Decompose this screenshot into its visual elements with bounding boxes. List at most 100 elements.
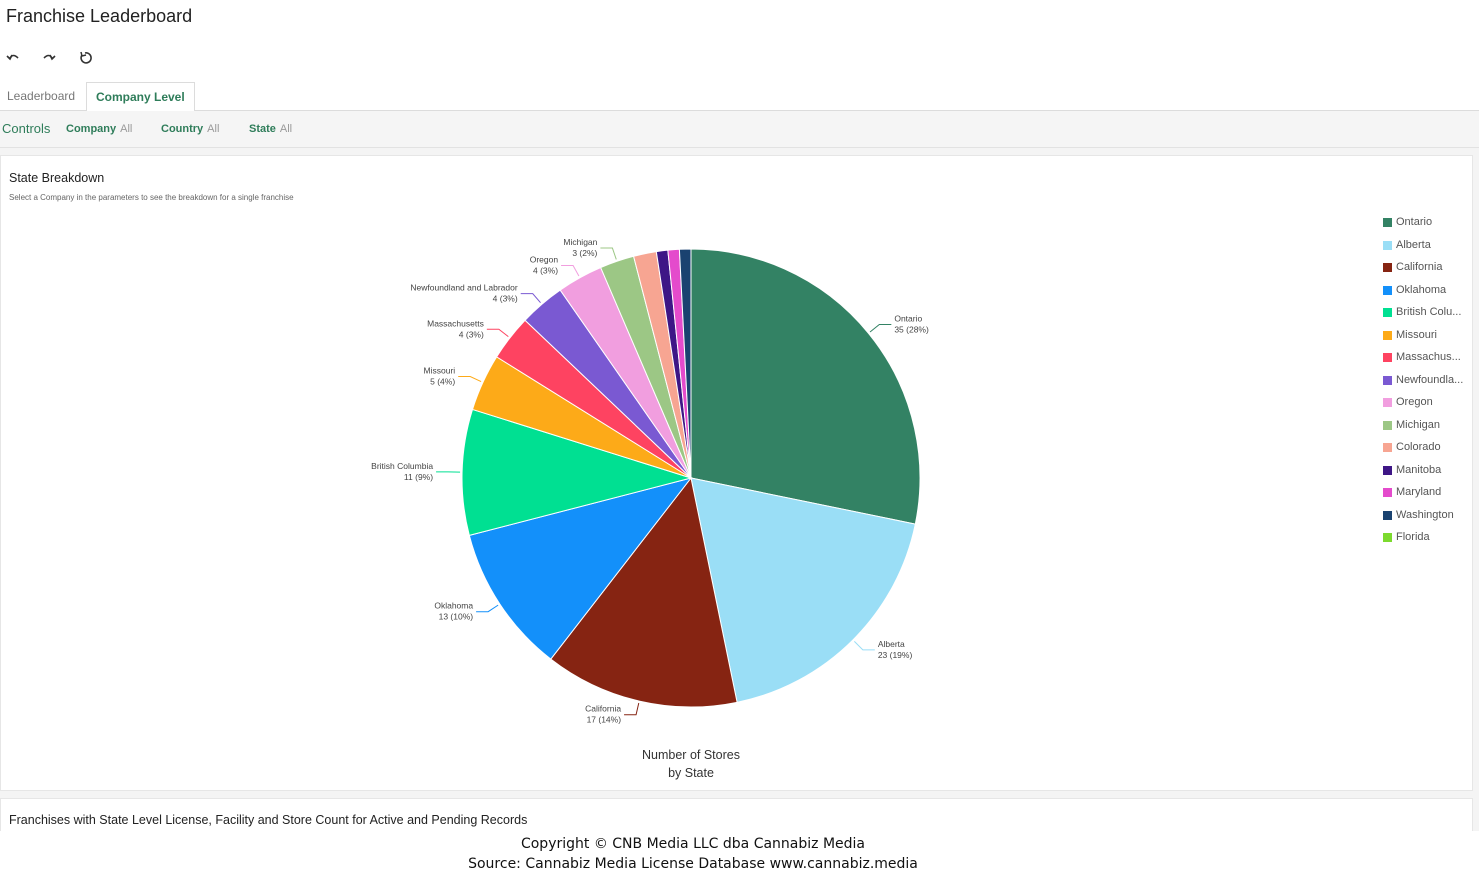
- redo-icon[interactable]: [38, 48, 60, 68]
- legend-item-ontario[interactable]: Ontario: [1383, 216, 1464, 239]
- pie-leader-california: [624, 702, 640, 716]
- card-title: State Breakdown: [9, 171, 105, 185]
- legend-item-missouri[interactable]: Missouri: [1383, 329, 1464, 352]
- legend-item-michigan[interactable]: Michigan: [1383, 419, 1464, 442]
- pie-leader-michigan: [600, 247, 617, 260]
- legend-item-british-columbia[interactable]: British Colu...: [1383, 306, 1464, 329]
- legend-swatch: [1383, 218, 1392, 227]
- company-filter[interactable]: Company All: [66, 123, 132, 135]
- pie-slice-alberta: [690, 477, 916, 703]
- source-text: Source: Cannabiz Media License Database …: [468, 856, 918, 872]
- app-title: Franchise Leaderboard: [6, 6, 193, 26]
- legend-item-oregon[interactable]: Oregon: [1383, 396, 1464, 419]
- pie-slice-ontario: [690, 248, 921, 525]
- legend-item-massachusetts[interactable]: Massachus...: [1383, 351, 1464, 374]
- legend-label: Florida: [1396, 531, 1430, 543]
- country-filter[interactable]: Country All: [161, 123, 219, 135]
- copyright-text: Copyright © CNB Media LLC dba Cannabiz M…: [520, 836, 866, 852]
- legend-item-alberta[interactable]: Alberta: [1383, 239, 1464, 262]
- tab-company-level[interactable]: Company Level: [86, 82, 195, 112]
- legend-label: California: [1396, 261, 1443, 273]
- legend-item-florida[interactable]: Florida: [1383, 531, 1464, 554]
- pie-value-newfoundland-and-labrador: 4 (3%): [493, 294, 518, 304]
- legend-label: Massachus...: [1396, 351, 1461, 363]
- legend-label: Manitoba: [1396, 463, 1442, 476]
- pie-leader-oregon: [561, 265, 580, 277]
- legend-swatch: [1383, 240, 1392, 250]
- pie-value-british-columbia: 11 (9%): [404, 472, 433, 482]
- legend-label: Michigan: [1396, 418, 1441, 431]
- pie-value-missouri: 5 (4%): [430, 377, 455, 387]
- legend-swatch: [1383, 398, 1392, 407]
- legend-swatch: [1383, 510, 1392, 520]
- controls-bar: Controls Company All Country All State All: [0, 111, 1479, 148]
- pie-leader-newfoundland-and-labrador: [520, 293, 541, 304]
- pie-leader-massachusetts: [486, 328, 509, 337]
- controls-label[interactable]: Controls: [2, 121, 51, 136]
- pie-leader-ontario: [869, 323, 892, 333]
- toolbar: [2, 48, 96, 68]
- company-filter-value: All: [120, 123, 133, 135]
- pie-slice-oklahoma: [468, 477, 693, 660]
- chart-legend: Ontario Alberta California Oklahoma British …: [1383, 216, 1464, 554]
- state-filter[interactable]: State All: [249, 123, 292, 135]
- pie-slice-washington: [678, 248, 692, 479]
- pie-label-michigan: Michigan: [563, 237, 597, 247]
- reset-icon[interactable]: [74, 48, 96, 68]
- chart-title-line-2: by State: [668, 766, 714, 780]
- pie-value-ontario: 35 (28%): [894, 324, 929, 334]
- pie-leader-alberta: [853, 640, 875, 651]
- pie-label-newfoundland-and-labrador: Newfoundland and Labrador: [410, 283, 517, 293]
- tab-leaderboard[interactable]: Leaderboard: [7, 89, 76, 103]
- legend-item-colorado[interactable]: Colorado: [1383, 441, 1464, 464]
- legend-item-oklahoma[interactable]: Oklahoma: [1383, 284, 1464, 307]
- pie-label-california: California: [585, 704, 621, 714]
- footer: Copyright © CNB Media LLC dba Cannabiz M…: [0, 831, 1479, 875]
- chart-title-line-1: Number of Stores: [642, 748, 740, 762]
- legend-swatch: [1383, 330, 1392, 340]
- pie-slice-california: [550, 476, 738, 708]
- legend-swatch: [1383, 308, 1392, 317]
- card2-title: Franchises with State Level License, Fac…: [9, 813, 528, 827]
- state-breakdown-card: State Breakdown Select a Company in the …: [0, 155, 1473, 791]
- pie-value-oklahoma: 13 (10%): [439, 612, 474, 622]
- pie-label-oklahoma: Oklahoma: [434, 601, 473, 611]
- legend-item-california[interactable]: California: [1383, 261, 1464, 284]
- state-filter-name: State: [249, 123, 276, 135]
- pie-slice-british-columbia: [461, 408, 693, 537]
- card-subtitle: Select a Company in the parameters to se…: [9, 193, 294, 202]
- legend-swatch: [1383, 353, 1392, 362]
- pie-value-alberta: 23 (19%): [878, 650, 913, 660]
- country-filter-value: All: [207, 123, 220, 135]
- legend-label: Ontario: [1396, 216, 1433, 228]
- pie-label-oregon: Oregon: [530, 255, 559, 265]
- pie-label-alberta: Alberta: [878, 639, 905, 649]
- legend-item-manitoba[interactable]: Manitoba: [1383, 464, 1464, 487]
- pie-value-michigan: 3 (2%): [572, 248, 597, 258]
- pie-value-oregon: 4 (3%): [533, 266, 558, 276]
- pie-leader-missouri: [458, 376, 482, 383]
- legend-label: Washington: [1396, 508, 1454, 521]
- state-filter-value: All: [279, 123, 293, 135]
- pie-leader-oklahoma: [476, 604, 499, 613]
- legend-swatch: [1383, 443, 1392, 452]
- legend-item-newfoundland-and-labrador[interactable]: Newfoundla...: [1383, 374, 1464, 397]
- legend-item-maryland[interactable]: Maryland: [1383, 486, 1464, 509]
- pie-label-massachusetts: Massachusetts: [427, 318, 484, 328]
- legend-swatch: [1383, 533, 1392, 542]
- legend-label: Missouri: [1396, 328, 1437, 341]
- legend-swatch: [1383, 420, 1392, 430]
- legend-item-washington[interactable]: Washington: [1383, 509, 1464, 532]
- legend-swatch: [1383, 465, 1392, 475]
- legend-label: Oregon: [1396, 396, 1433, 408]
- pie-value-massachusetts: 4 (3%): [459, 329, 484, 339]
- pie-value-california: 17 (14%): [587, 715, 622, 725]
- pie-label-british-columbia: British Columbia: [371, 461, 433, 471]
- company-filter-name: Company: [66, 123, 117, 135]
- undo-icon[interactable]: [2, 48, 24, 68]
- legend-label: Oklahoma: [1396, 283, 1447, 296]
- pie-label-ontario: Ontario: [894, 313, 922, 323]
- legend-label: Colorado: [1396, 441, 1441, 453]
- country-filter-name: Country: [161, 123, 204, 135]
